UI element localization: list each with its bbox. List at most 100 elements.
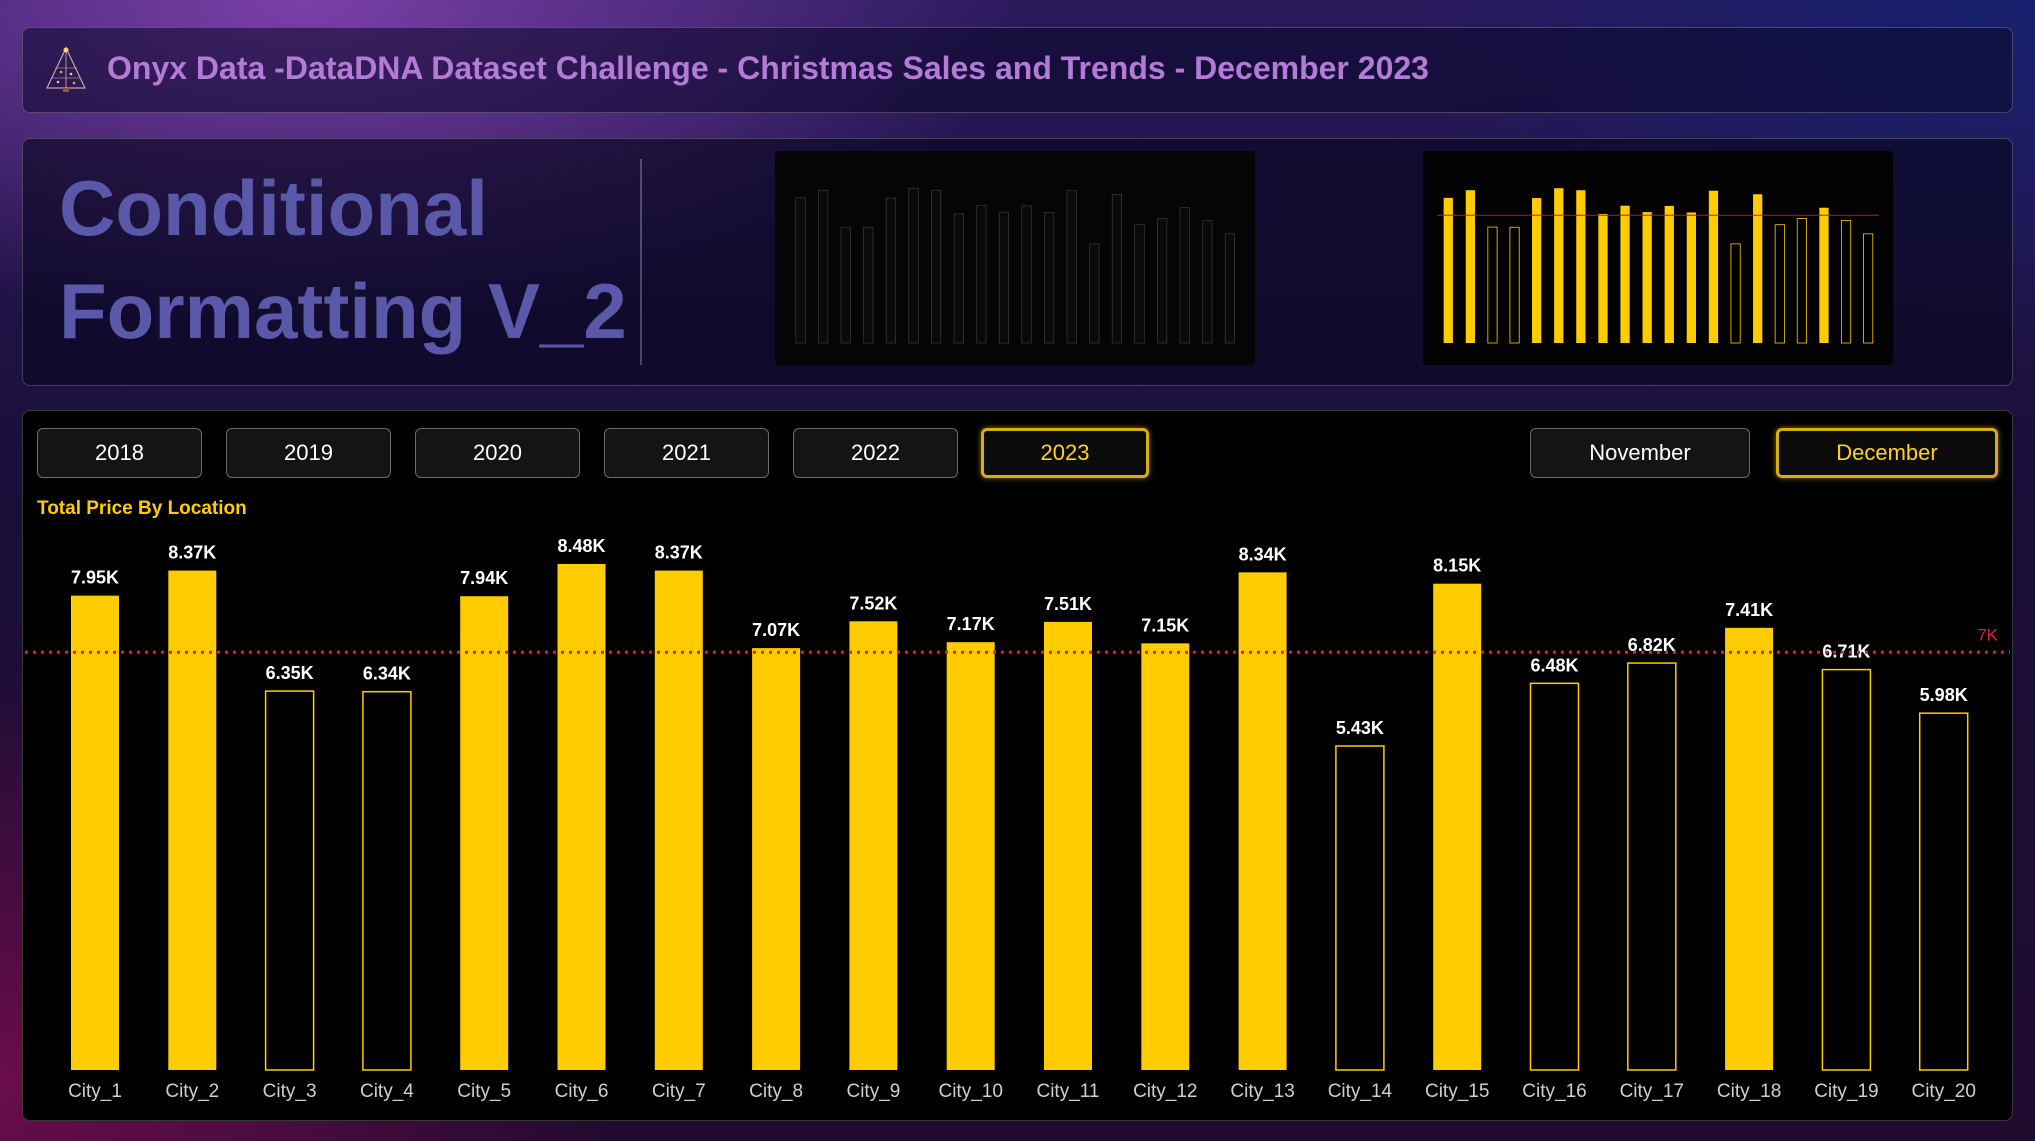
thumbnail-bar [1576,190,1586,343]
bar-city-9 [849,621,898,1070]
thumbnail-chart-gray [795,187,1235,344]
data-label: 8.48K [557,536,605,556]
bar-city-5 [460,596,509,1070]
x-tick-label: City_20 [1911,1081,1975,1102]
x-tick-label: City_19 [1814,1081,1878,1102]
thumbnail-bar [818,189,829,344]
x-tick-label: City_12 [1133,1081,1197,1102]
x-tick-label: City_15 [1425,1081,1489,1102]
page-title-line-1: Conditional [59,164,488,252]
thumbnail-bar [1443,197,1453,343]
thumbnail-bar [908,187,919,344]
thumbnail-bar [1157,218,1168,344]
data-label: 5.98K [1920,685,1968,705]
thumbnail-bar [1841,220,1852,344]
bar-city-2 [168,570,217,1070]
christmas-tree-icon [46,46,86,92]
thumbnail-bar [1224,233,1235,344]
data-label: 8.37K [168,543,216,563]
x-tick-label: City_2 [165,1081,219,1102]
thumbnail-bar [795,197,806,344]
bar-city-18 [1725,627,1774,1070]
data-label: 6.48K [1530,655,1578,675]
thumbnail-bar [1532,198,1542,343]
thumbnail-bar [1089,243,1100,344]
bar-city-20 [1918,712,1969,1071]
thumbnail-bar [863,226,874,344]
thumbnail-bar [1465,190,1476,343]
bar-city-3 [264,690,315,1071]
thumbnail-bar [1598,213,1608,343]
thumbnail-bar [1708,190,1719,343]
thumbnail-bar [976,205,987,344]
title-divider [640,159,642,365]
thumbnail-bar [1021,205,1032,344]
thumbnail-chart-yellow [1437,188,1879,344]
data-label: 7.15K [1141,615,1189,635]
x-tick-label: City_1 [68,1081,122,1102]
bar-city-15 [1433,583,1482,1070]
thumbnail-bar [1066,190,1077,344]
year-button-2023[interactable]: 2023 [981,428,1149,478]
data-label: 7.51K [1044,594,1092,614]
year-button-2022[interactable]: 2022 [793,428,958,478]
chart-thumbnail-before [775,151,1255,365]
thumbnail-bar [885,197,896,344]
bar-city-10 [946,642,995,1070]
x-tick-label: City_16 [1522,1081,1586,1102]
month-button-november[interactable]: November [1530,428,1750,478]
thumbnail-bar [1753,194,1763,343]
thumbnail-bar [1642,212,1652,343]
title-panel: Conditional Formatting V_2 [22,138,2013,386]
month-button-december[interactable]: December [1776,428,1998,478]
bar-city-12 [1141,643,1190,1070]
data-label: 7.41K [1725,600,1773,620]
data-label: 5.43K [1336,718,1384,738]
thumbnail-bar [840,226,851,344]
year-button-2021[interactable]: 2021 [604,428,769,478]
data-label: 6.35K [266,663,314,683]
thumbnail-bar [1202,220,1213,344]
data-label: 7.94K [460,568,508,588]
year-button-2019[interactable]: 2019 [226,428,391,478]
dashboard-title: Onyx Data -DataDNA Dataset Challenge - C… [107,50,1429,86]
year-button-2018[interactable]: 2018 [37,428,202,478]
thumbnail-bar [1554,188,1564,343]
data-label: 7.95K [71,568,119,588]
thumbnail-bar [1111,193,1122,344]
x-tick-label: City_5 [457,1081,511,1102]
data-label: 7.52K [849,593,897,613]
thumbnail-bar [1863,233,1874,344]
x-tick-label: City_14 [1328,1081,1393,1102]
x-tick-label: City_10 [938,1081,1002,1102]
header-bar: Onyx Data -DataDNA Dataset Challenge - C… [22,27,2013,113]
x-tick-label: City_17 [1620,1081,1684,1102]
thumbnail-bar [1796,218,1807,344]
thumbnail-bar [998,211,1009,344]
data-label: 8.15K [1433,556,1481,576]
thumbnail-bar [1044,212,1055,344]
chart-panel: 2018 2019 2020 2021 2022 2023 November D… [22,410,2013,1121]
bar-city-1 [71,595,119,1070]
bar-city-7 [654,570,703,1070]
thumbnail-bar [1774,224,1785,344]
bar-city-4 [362,690,412,1071]
x-tick-label: City_3 [263,1081,317,1102]
bar-city-14 [1335,745,1385,1071]
data-label: 7.07K [752,620,800,640]
x-tick-label: City_11 [1036,1081,1099,1102]
data-label: 7.17K [947,614,995,634]
x-tick-label: City_18 [1717,1081,1781,1102]
thumbnail-bar [931,189,942,344]
x-tick-label: City_6 [555,1081,609,1102]
year-button-2020[interactable]: 2020 [415,428,580,478]
data-label: 8.37K [655,543,703,563]
x-tick-label: City_9 [846,1081,900,1102]
bar-city-19 [1821,668,1872,1071]
data-label: 6.34K [363,664,411,684]
bar-city-17 [1627,662,1677,1071]
page-title-line-2: Formatting V_2 [59,267,627,355]
thumbnail-bar [1509,226,1520,344]
thumbnail-bar [1686,212,1697,343]
bar-chart: 7.95K City_1 8.37K City_2 6.35K City_3 6.34K Ci… [25,536,2010,1102]
